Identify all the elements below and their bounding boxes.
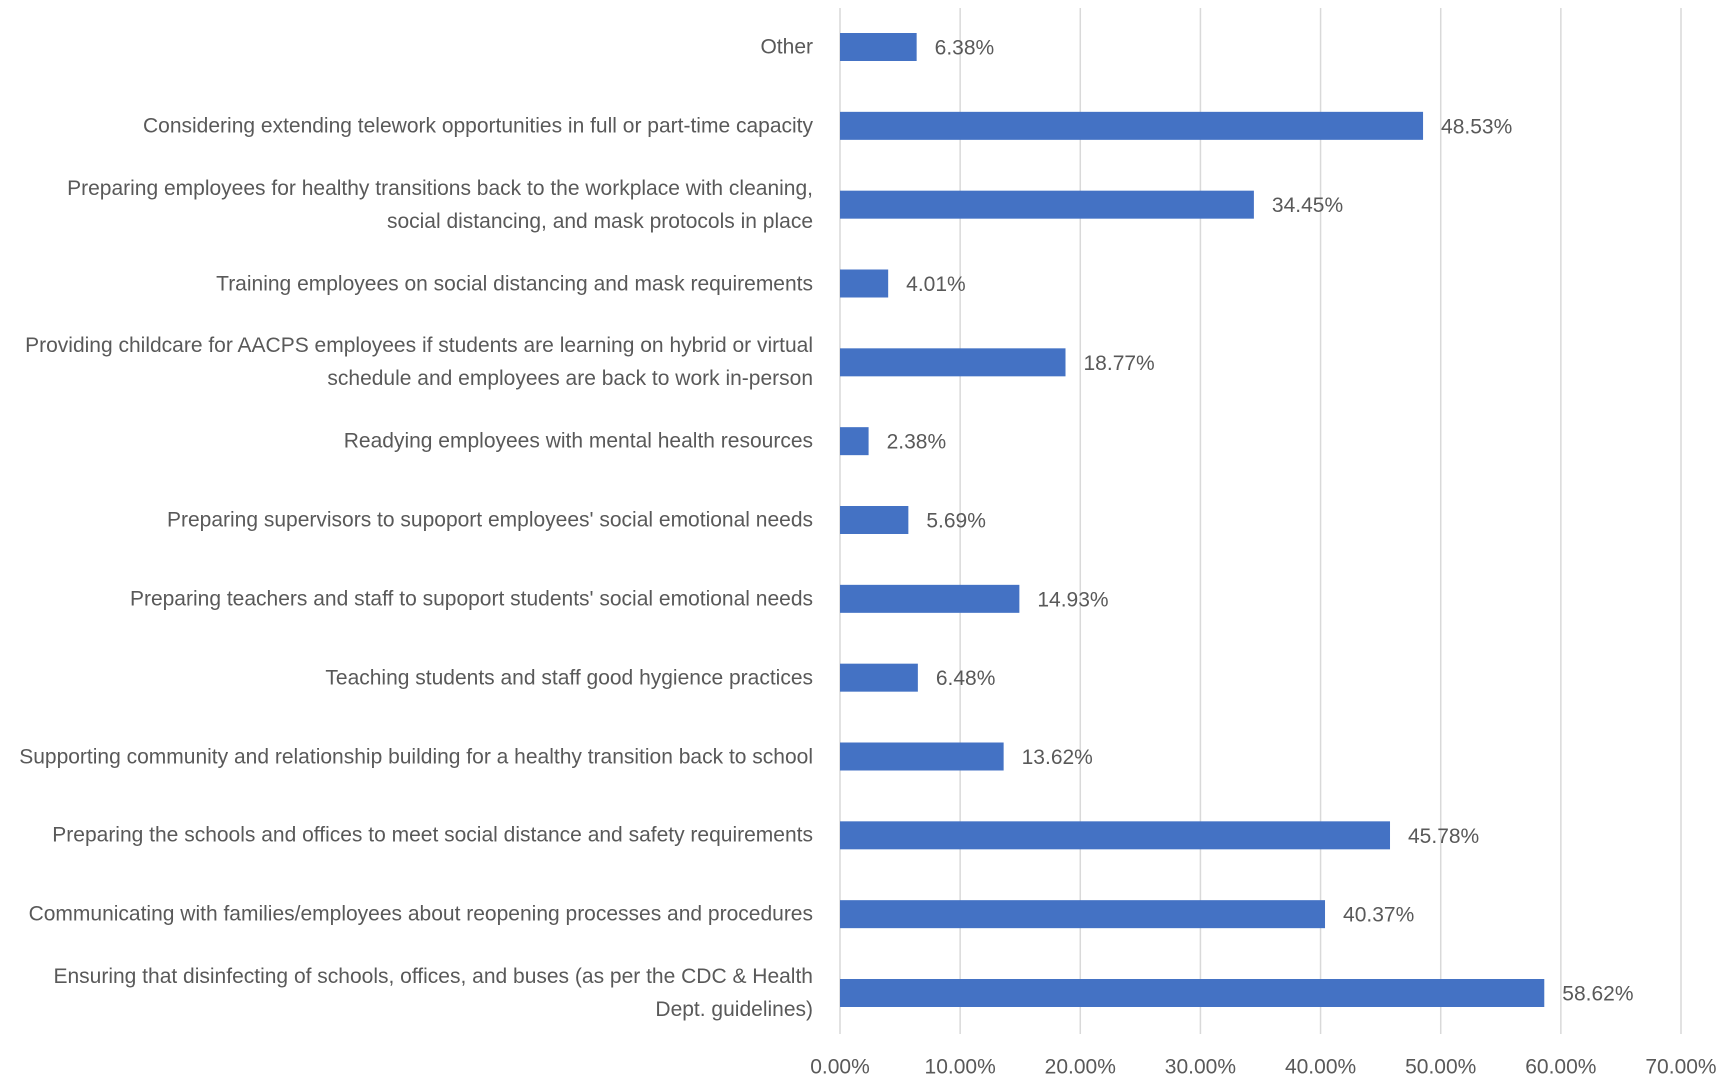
x-tick-label: 40.00% [1285,1056,1356,1079]
y-tick-label: Preparing the schools and offices to mee… [52,823,813,847]
bar [840,979,1545,1007]
bar [840,190,1254,219]
y-tick-label: Communicating with families/employees ab… [28,902,813,926]
data-label: 6.48% [936,667,996,690]
y-tick-label: Providing childcare for AACPS employees … [25,334,813,391]
bar [840,663,918,692]
x-tick-label: 70.00% [1645,1056,1716,1079]
data-label: 14.93% [1037,588,1108,611]
data-label: 5.69% [926,510,986,533]
x-tick-label: 30.00% [1165,1056,1236,1079]
y-tick-label: Supporting community and relationship bu… [19,745,813,768]
bar [840,742,1004,771]
bar [840,506,909,534]
x-tick-label: 20.00% [1045,1056,1116,1079]
y-tick-label: Teaching students and staff good hygienc… [325,666,813,690]
y-tick-label: Readying employees with mental health re… [343,429,813,453]
x-tick-label: 10.00% [925,1056,996,1079]
data-label: 40.37% [1343,904,1414,927]
data-label: 4.01% [906,273,966,296]
bar [840,348,1066,377]
bar [840,900,1326,929]
data-label: 45.78% [1408,825,1479,848]
data-label: 34.45% [1272,194,1343,217]
bar [840,821,1391,850]
bar [840,427,869,456]
bar [840,269,889,298]
y-tick-label: Considering extending telework opportuni… [142,114,813,138]
y-tick-label: Training employees on social distancing … [216,272,813,295]
data-label: 48.53% [1441,115,1512,138]
data-label: 6.38% [935,37,995,60]
x-tick-label: 60.00% [1525,1056,1596,1079]
y-tick-label: Preparing employees for healthy transiti… [67,176,813,233]
x-tick-label: 50.00% [1405,1056,1476,1079]
data-label: 2.38% [887,431,947,454]
data-label: 18.77% [1084,352,1155,375]
bar [840,584,1020,613]
y-tick-label: Other [760,35,813,59]
data-label: 13.62% [1022,746,1093,769]
data-label: 58.62% [1562,983,1633,1006]
bar [840,111,1424,140]
y-tick-label: Preparing teachers and staff to supoport… [129,587,813,611]
y-tick-label: Preparing supervisors to supoport employ… [166,508,813,532]
x-tick-label: 0.00% [810,1056,870,1079]
y-tick-label: Ensuring that disinfecting of schools, o… [53,965,813,1021]
bar [840,33,917,61]
